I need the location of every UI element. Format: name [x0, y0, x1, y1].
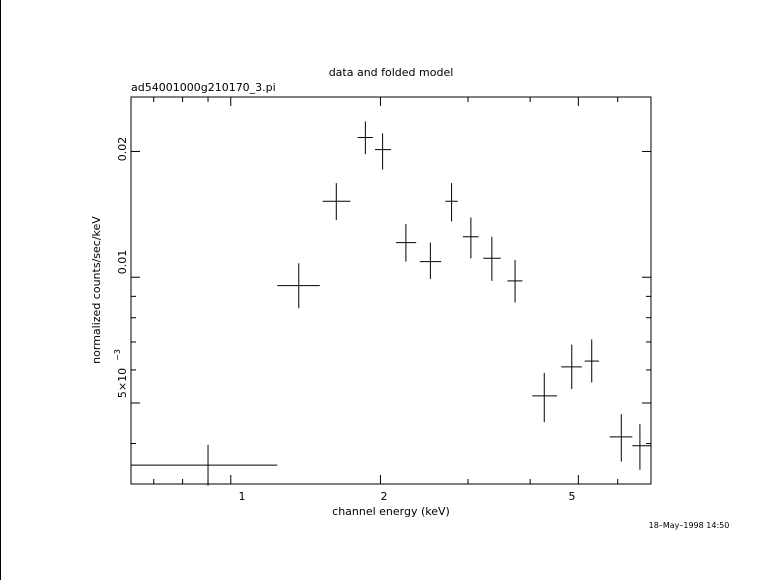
data-point [445, 183, 458, 222]
chart-title: data and folded model [329, 66, 454, 79]
x-axis-label: channel energy (keV) [332, 505, 450, 518]
data-point [374, 133, 391, 170]
timestamp: 18–May–1998 14:50 [649, 521, 730, 530]
data-point [357, 121, 373, 155]
data-point [277, 263, 320, 309]
data-point [131, 444, 278, 486]
data-point [632, 424, 651, 470]
y-tick-label-0.02: 0.02 [116, 137, 129, 162]
chart-subtitle: ad54001000g210170_3.pi [131, 81, 276, 94]
data-point [419, 242, 442, 280]
data-point [462, 217, 479, 259]
x-tick-label-2: 2 [381, 490, 388, 503]
x-tick-label-1: 1 [239, 490, 246, 503]
y-tick-label-5e-3: 5×10 −3 [113, 349, 129, 398]
y-tick-label-5e-3-mantissa: 5×10 [116, 368, 129, 398]
data-points [131, 121, 651, 486]
data-point [483, 236, 501, 281]
window-edge [0, 0, 1, 580]
data-point [507, 259, 523, 303]
axis-ticks [131, 97, 652, 484]
data-point [322, 183, 351, 221]
data-point [532, 372, 558, 423]
y-axis-label: normalized counts/sec/keV [90, 216, 103, 364]
plot-frame [130, 96, 652, 485]
y-tick-label-0.01: 0.01 [116, 250, 129, 275]
data-point [396, 224, 417, 262]
x-tick-label-5: 5 [569, 490, 576, 503]
y-tick-label-5e-3-exponent: −3 [113, 349, 122, 361]
data-point [609, 414, 633, 462]
data-point [561, 344, 582, 390]
data-point [584, 339, 599, 383]
